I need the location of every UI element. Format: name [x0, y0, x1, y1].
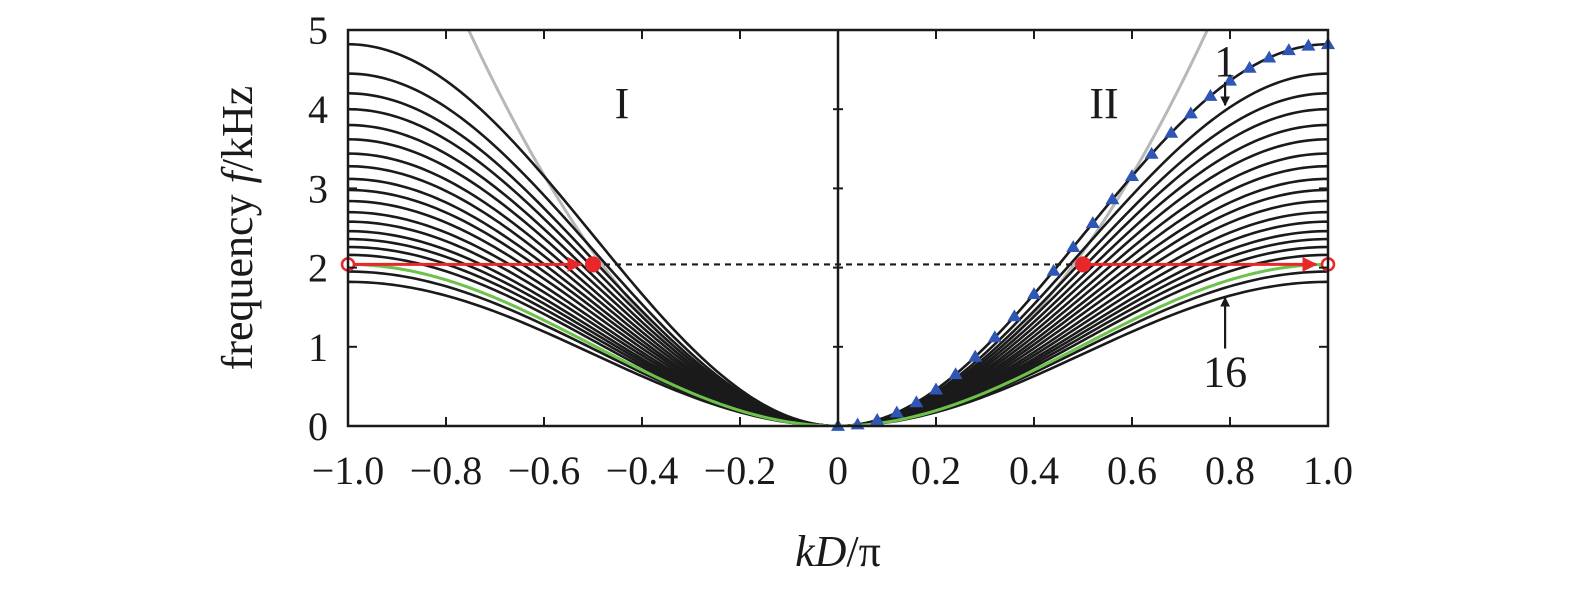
triangle-marker-19 — [1183, 106, 1198, 119]
y-tick-label-2: 1 — [308, 325, 328, 370]
band-curve-10 — [348, 188, 1328, 426]
x-tick-label-3: −0.6 — [508, 448, 581, 493]
band-curve-green — [348, 262, 1328, 426]
band-curve-5 — [348, 123, 1328, 426]
x-axis-label-d: D — [814, 527, 847, 576]
triangle-marker-13 — [1066, 240, 1081, 253]
x-axis-label: kD/π — [795, 527, 881, 576]
band-curve-7 — [348, 152, 1328, 426]
triangle-marker-20 — [1203, 88, 1218, 101]
y-axis-label-unit: /kHz — [213, 86, 262, 172]
triangle-marker-14 — [1085, 216, 1100, 229]
triangle-marker-9 — [987, 330, 1002, 343]
x-axis-label-pi: /π — [846, 527, 880, 576]
band-curve-1 — [348, 42, 1328, 426]
x-tick-label-2: −0.8 — [410, 448, 483, 493]
band-curve-16 — [348, 245, 1328, 426]
band-curve-8 — [348, 164, 1328, 426]
x-tick-label-1: −1.0 — [312, 448, 385, 493]
band-curve-14 — [348, 229, 1328, 426]
triangle-marker-25 — [1301, 38, 1316, 51]
triangle-marker-21 — [1223, 73, 1237, 86]
band-curve-4 — [348, 107, 1328, 426]
band-curve-19 — [348, 280, 1328, 426]
band-curve-11 — [348, 199, 1328, 426]
red-point-filled-1 — [585, 256, 601, 273]
x-tick-label-4: −0.4 — [606, 448, 679, 493]
triangle-marker-7 — [948, 367, 963, 380]
y-tick-labels: 0 1 2 3 4 5 — [308, 8, 328, 449]
x-tick-label-9: 0.6 — [1107, 448, 1157, 493]
y-tick-label-5: 4 — [308, 87, 328, 132]
band-curve-13 — [348, 220, 1328, 426]
x-tick-label-6: 0 — [828, 448, 848, 493]
red-point-filled-2 — [1075, 256, 1091, 273]
triangle-marker-11 — [1027, 287, 1041, 300]
y-axis-label-word: frequency — [213, 183, 262, 370]
band-curve-3 — [348, 92, 1328, 426]
triangle-marker-6 — [929, 382, 943, 395]
y-axis-label: frequency f/kHz — [213, 86, 262, 371]
x-axis-label-k: k — [795, 527, 816, 576]
triangle-marker-8 — [968, 349, 983, 362]
triangle-marker-10 — [1007, 309, 1022, 322]
triangle-marker-18 — [1164, 125, 1179, 138]
x-tick-label-10: 0.8 — [1205, 448, 1255, 493]
x-tick-label-7: 0.2 — [911, 448, 961, 493]
band-curve-6 — [348, 138, 1328, 426]
y-tick-label-3: 2 — [308, 246, 328, 291]
x-tick-label-11: 1.0 — [1303, 448, 1353, 493]
y-tick-label-4: 3 — [308, 166, 328, 211]
mode-label-1: 1 — [1214, 37, 1236, 86]
x-tick-label-8: 0.4 — [1009, 448, 1059, 493]
parabola-curve — [466, 30, 1210, 426]
region-label-left: I — [615, 79, 630, 128]
band-curve-17 — [348, 253, 1328, 426]
band-curve-15 — [348, 237, 1328, 426]
triangle-marker-12 — [1046, 263, 1061, 276]
axis-ticks — [347, 29, 1329, 427]
mode-label-2: 16 — [1203, 348, 1247, 397]
band-curve-2 — [348, 72, 1328, 426]
y-tick-label-6: 5 — [308, 8, 328, 53]
triangle-marker-24 — [1281, 43, 1296, 56]
x-tick-labels: −1.0 −0.8 −0.6 −0.4 −0.2 0 0.2 0.4 0.6 0.8 1.0 — [312, 448, 1353, 493]
triangle-marker-4 — [889, 405, 904, 418]
triangle-marker-15 — [1105, 192, 1120, 205]
triangle-marker-17 — [1144, 146, 1159, 159]
band-curves — [348, 30, 1328, 426]
region-label-right: II — [1089, 79, 1118, 128]
triangle-marker-3 — [870, 413, 885, 425]
triangle-marker-16 — [1125, 169, 1139, 182]
band-curve-9 — [348, 177, 1328, 426]
triangle-marker-22 — [1242, 60, 1257, 73]
band-curve-18 — [348, 270, 1328, 426]
x-tick-label-5: −0.2 — [704, 448, 777, 493]
triangle-marker-5 — [909, 395, 924, 408]
mode-labels: 1 16 — [1203, 37, 1247, 396]
triangle-marker-23 — [1262, 50, 1277, 63]
y-tick-label-1: 0 — [308, 404, 328, 449]
